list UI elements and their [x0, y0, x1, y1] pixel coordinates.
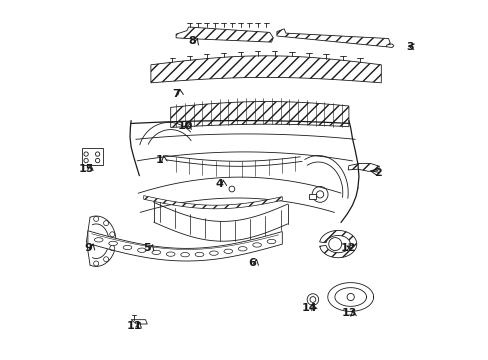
Polygon shape	[386, 44, 393, 48]
Text: 6: 6	[247, 258, 255, 268]
Ellipse shape	[137, 248, 146, 252]
Text: 13: 13	[341, 308, 356, 318]
Text: 1: 1	[156, 155, 163, 165]
Polygon shape	[176, 27, 273, 42]
Text: 9: 9	[84, 243, 92, 253]
Polygon shape	[131, 320, 147, 324]
Text: 12: 12	[341, 243, 356, 253]
Text: 4: 4	[215, 179, 223, 189]
Polygon shape	[276, 29, 389, 47]
Polygon shape	[88, 231, 282, 261]
Text: 8: 8	[188, 36, 196, 46]
Text: 7: 7	[172, 89, 180, 99]
Text: 11: 11	[127, 321, 142, 331]
Ellipse shape	[238, 247, 246, 251]
Text: 10: 10	[177, 121, 192, 131]
Ellipse shape	[94, 238, 103, 242]
Ellipse shape	[266, 239, 275, 244]
Ellipse shape	[166, 252, 175, 256]
Ellipse shape	[108, 241, 117, 246]
Text: 3: 3	[406, 42, 413, 52]
Polygon shape	[319, 230, 356, 258]
Ellipse shape	[209, 251, 218, 255]
Ellipse shape	[252, 243, 261, 247]
Text: 5: 5	[143, 243, 151, 253]
Bar	[81, 148, 102, 165]
Ellipse shape	[224, 249, 232, 253]
Ellipse shape	[195, 252, 203, 257]
Text: 15: 15	[78, 164, 94, 174]
Polygon shape	[151, 56, 381, 83]
Ellipse shape	[181, 252, 189, 257]
Ellipse shape	[152, 250, 160, 255]
Polygon shape	[143, 195, 282, 209]
Polygon shape	[170, 102, 348, 127]
Text: 2: 2	[373, 168, 381, 178]
Polygon shape	[347, 163, 379, 171]
Text: 14: 14	[301, 303, 316, 313]
Bar	[309, 194, 315, 199]
Ellipse shape	[123, 245, 132, 249]
